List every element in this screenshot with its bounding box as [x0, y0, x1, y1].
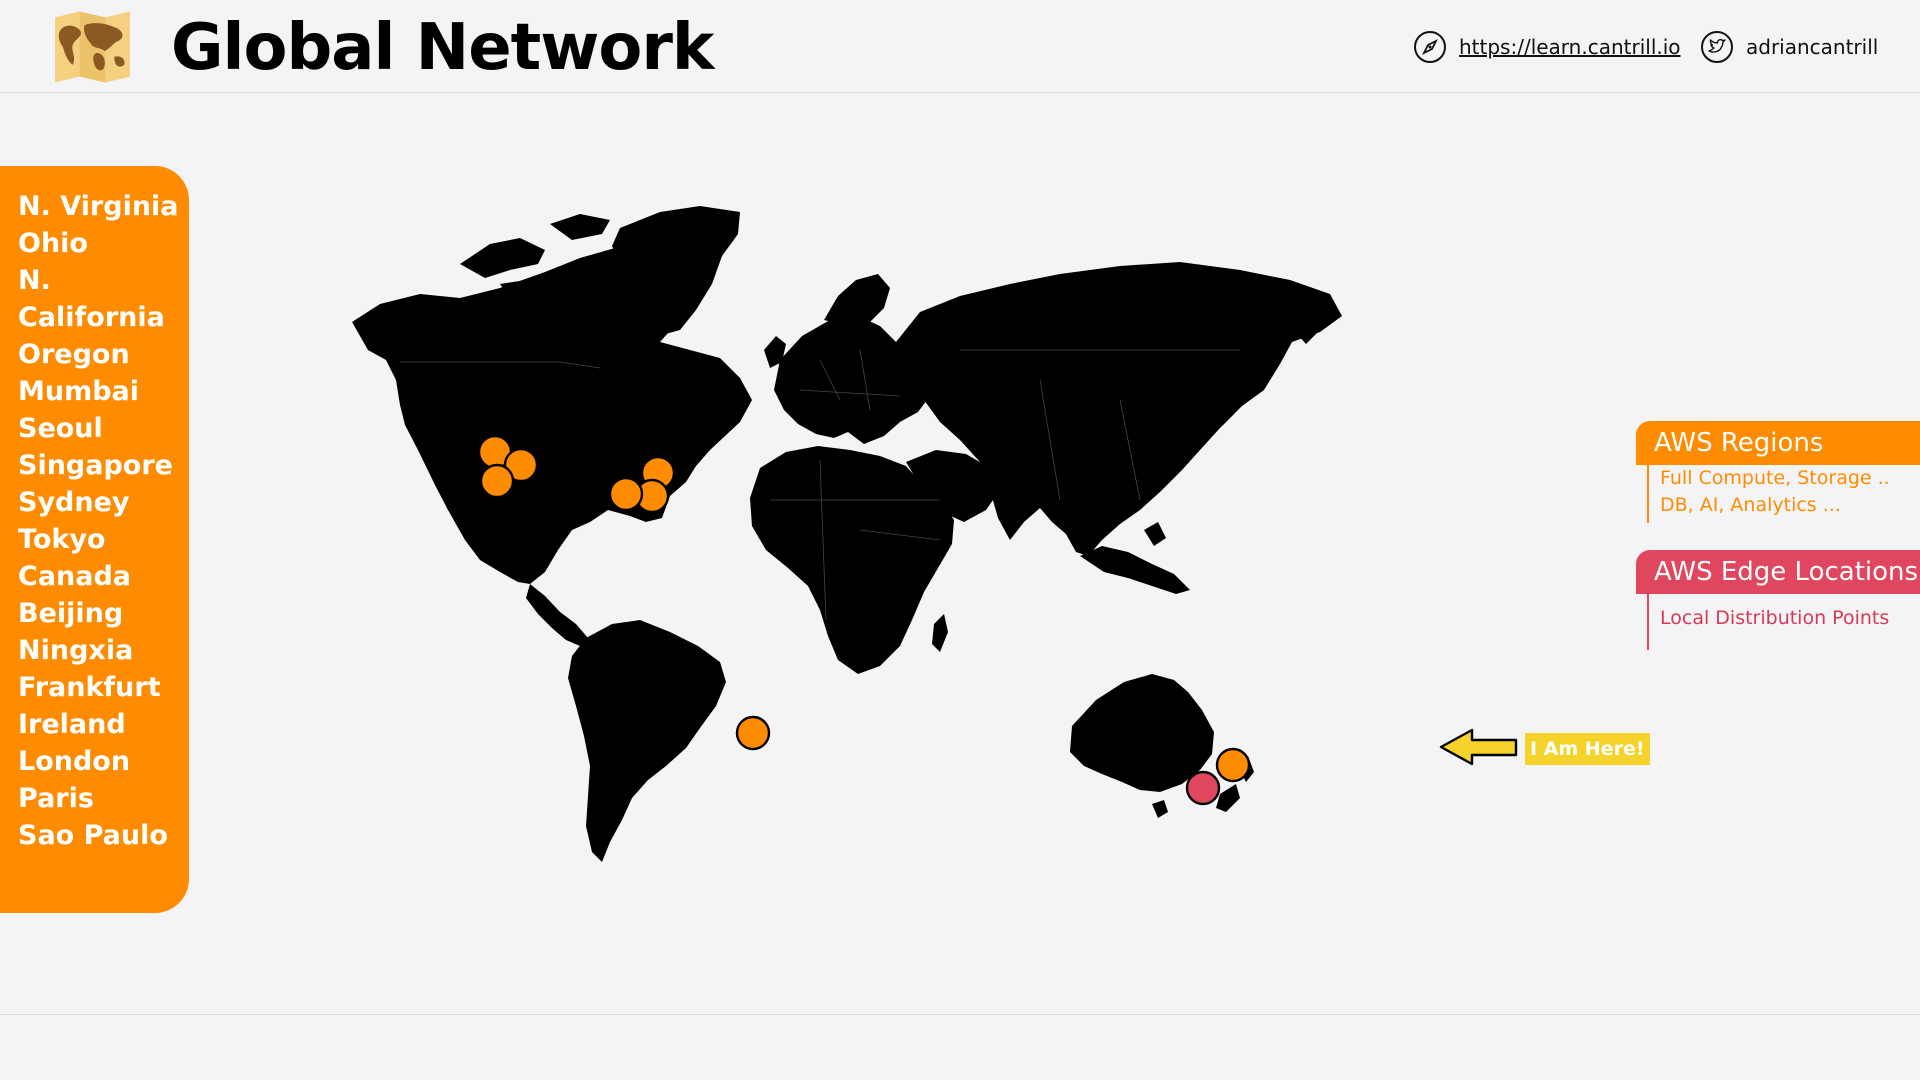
region-item: Seoul [18, 413, 103, 444]
region-item: Tokyo [18, 524, 106, 555]
region-item: California [18, 302, 165, 333]
world-map [340, 200, 1600, 880]
region-item: N. [18, 265, 51, 296]
region-item: Frankfurt [18, 672, 161, 703]
africa-borders [770, 459, 941, 621]
madagascar [932, 614, 948, 652]
world-map-graphic [352, 206, 1518, 862]
twitter-handle[interactable]: adriancantrill [1746, 35, 1879, 59]
region-marker-ohio [479, 463, 515, 499]
us-canada-border [400, 361, 601, 369]
region-item: Sydney [18, 487, 130, 518]
edge-location-marker [1185, 770, 1221, 806]
japan-islands [1212, 380, 1240, 426]
website-link[interactable]: https://learn.cantrill.io [1413, 28, 1681, 66]
page-title: Global Network [171, 11, 714, 85]
region-item: Ningxia [18, 635, 134, 666]
region-marker-sao-paulo [735, 715, 771, 751]
region-item: Oregon [18, 339, 130, 370]
kamchatka [1290, 292, 1320, 344]
africa-landmass [750, 446, 954, 674]
legend-regions-description: Full Compute, Storage .. DB, AI, Analyti… [1660, 465, 1890, 519]
scandinavia-landmass [824, 274, 890, 326]
website-url[interactable]: https://learn.cantrill.io [1459, 35, 1681, 59]
region-item: Beijing [18, 598, 124, 629]
region-item: Paris [18, 783, 94, 814]
compass-icon [1414, 31, 1446, 63]
arctic-islands [460, 214, 610, 300]
middle-east-landmass [906, 450, 1000, 522]
southeast-asia-islands [1080, 522, 1190, 594]
region-list-panel: N. Virginia Ohio N. California Oregon Mu… [0, 166, 189, 913]
legend-edge-rule [1647, 594, 1649, 650]
i-am-here-label: I Am Here! [1525, 733, 1650, 765]
footer-divider [0, 1014, 1920, 1015]
region-item: Singapore [18, 450, 173, 481]
legend-aws-edge-locations: AWS Edge Locations [1636, 550, 1920, 594]
south-america-landmass [568, 620, 726, 862]
region-item: Ireland [18, 709, 126, 740]
region-item: N. Virginia [18, 191, 179, 222]
asia-landmass [896, 262, 1342, 556]
region-marker-n-california [503, 447, 539, 483]
here-arrow [1439, 728, 1518, 766]
header: Global Network https://learn.cantrill.io… [0, 0, 1920, 93]
tasmania [1152, 800, 1168, 818]
region-item: Ohio [18, 228, 88, 259]
region-item: Sao Paulo [18, 820, 168, 851]
greenland-landmass [612, 206, 740, 336]
region-item: Canada [18, 561, 132, 592]
region-list: N. Virginia Ohio N. California Oregon Mu… [18, 188, 179, 854]
legend-edge-description: Local Distribution Points [1660, 607, 1890, 629]
legend-regions-line-1: Full Compute, Storage .. [1660, 467, 1890, 489]
region-item: London [18, 746, 131, 777]
europe-landmass [774, 316, 930, 444]
legend-regions-rule [1647, 465, 1649, 523]
europe-borders [799, 349, 901, 411]
twitter-bird-icon [1701, 31, 1733, 63]
region-marker-sydney [1215, 747, 1251, 783]
central-america-landmass [526, 584, 588, 646]
twitter-link[interactable]: adriancantrill [1700, 28, 1878, 66]
world-map-icon [54, 11, 131, 83]
region-item: Mumbai [18, 376, 140, 407]
legend-aws-regions: AWS Regions [1636, 421, 1920, 465]
region-marker-us-east [608, 476, 644, 512]
legend-regions-line-2: DB, AI, Analytics ... [1660, 494, 1841, 516]
asia-borders [960, 349, 1240, 501]
australia-landmass [1070, 674, 1214, 792]
british-isles [764, 336, 786, 368]
